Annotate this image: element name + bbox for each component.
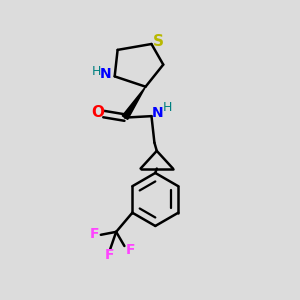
Text: S: S — [152, 34, 164, 49]
Text: N: N — [152, 106, 163, 120]
Text: O: O — [91, 105, 104, 120]
Text: F: F — [90, 227, 100, 241]
Text: F: F — [125, 243, 135, 257]
Text: F: F — [104, 248, 114, 262]
Text: H: H — [163, 101, 172, 114]
Text: N: N — [99, 67, 111, 81]
Polygon shape — [122, 87, 146, 119]
Text: H: H — [92, 64, 101, 78]
